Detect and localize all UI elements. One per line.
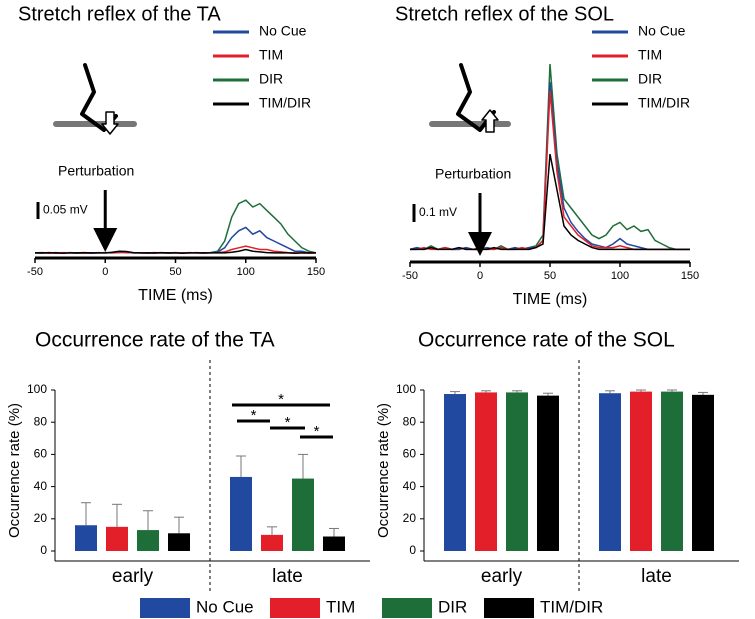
bar [261, 534, 283, 551]
x-tick-label: -50 [27, 266, 43, 278]
legend-swatch [382, 598, 432, 618]
chart-title: Occurrence rate of the SOL [418, 329, 675, 352]
x-axis-label: TIME (ms) [138, 287, 213, 304]
legend-swatch [484, 598, 534, 618]
legend-label: TIM/DIR [638, 95, 690, 111]
x-tick-label: early [112, 566, 154, 587]
x-tick-label: 50 [169, 266, 181, 278]
annotation: Perturbation [58, 163, 134, 179]
legend-label: No Cue [259, 23, 307, 39]
y-tick-label: 100 [27, 382, 47, 396]
bar [106, 526, 128, 551]
y-tick-label: 80 [403, 414, 417, 428]
x-tick-label: 150 [307, 266, 325, 278]
x-tick-label: 100 [237, 266, 255, 278]
y-axis-label: Occurrence rate (%) [6, 403, 23, 538]
y-tick-label: 20 [403, 511, 417, 525]
bar [661, 391, 683, 551]
bar [137, 530, 159, 551]
trace [409, 81, 690, 251]
x-tick-label: early [481, 566, 523, 587]
legend-swatch [270, 598, 320, 618]
legend-label: No Cue [638, 23, 686, 39]
y-tick-label: 40 [34, 479, 48, 493]
scale-bar-label: 0.1 mV [419, 205, 457, 219]
x-tick-label: 0 [477, 270, 483, 282]
bar [292, 478, 314, 551]
significance-label: * [278, 391, 284, 408]
legend-label: DIR [259, 71, 283, 87]
bar [537, 395, 559, 551]
y-tick-label: 60 [403, 447, 417, 461]
bar [692, 394, 714, 551]
bar [506, 392, 528, 551]
perturbation-arrowhead [93, 228, 118, 252]
bar [323, 536, 345, 551]
bar [599, 393, 621, 551]
trace [410, 153, 690, 251]
annotation: Perturbation [435, 166, 511, 182]
trace [35, 248, 316, 254]
chart-title: Stretch reflex of the TA [18, 3, 221, 25]
x-axis-label: TIME (ms) [513, 291, 588, 308]
significance-label: * [285, 414, 291, 431]
trace [34, 226, 316, 254]
y-tick-label: 40 [403, 479, 417, 493]
x-tick-label: 50 [544, 270, 556, 282]
x-tick-label: late [272, 566, 303, 587]
legend-label: No Cue [196, 597, 254, 616]
x-tick-label: late [641, 566, 672, 587]
y-tick-label: 60 [34, 447, 48, 461]
significance-label: * [314, 423, 320, 440]
x-tick-label: 150 [681, 270, 699, 282]
trace [35, 245, 317, 254]
legend-label: TIM [638, 47, 662, 63]
x-tick-label: 0 [102, 266, 108, 278]
bar [475, 392, 497, 551]
y-tick-label: 20 [34, 511, 48, 525]
bar [630, 391, 652, 551]
x-tick-label: 100 [611, 270, 629, 282]
y-tick-label: 80 [34, 414, 48, 428]
significance-label: * [251, 407, 257, 424]
legend-label: DIR [638, 71, 662, 87]
legend-label: DIR [438, 597, 467, 616]
legend-label: TIM [326, 597, 355, 616]
chart-title: Stretch reflex of the SOL [395, 3, 614, 25]
x-tick-label: -50 [402, 270, 418, 282]
legend-swatch [140, 598, 190, 618]
scale-bar-label: 0.05 mV [43, 203, 88, 217]
legend-label: TIM/DIR [259, 95, 311, 111]
y-tick-label: 0 [40, 543, 47, 557]
bar [168, 533, 190, 551]
y-tick-label: 0 [409, 543, 416, 557]
legend-label: TIM [259, 47, 283, 63]
bar [230, 476, 252, 551]
y-tick-label: 100 [396, 382, 416, 396]
perturbation-arrowhead [468, 232, 492, 256]
bar [75, 525, 97, 551]
y-axis-label: Occurrence rate (%) [375, 403, 392, 538]
legend-label: TIM/DIR [540, 597, 603, 616]
icon-sol [429, 63, 511, 133]
chart-title: Occurrence rate of the TA [35, 329, 275, 352]
icon-ta [53, 63, 137, 135]
bar [444, 394, 466, 551]
